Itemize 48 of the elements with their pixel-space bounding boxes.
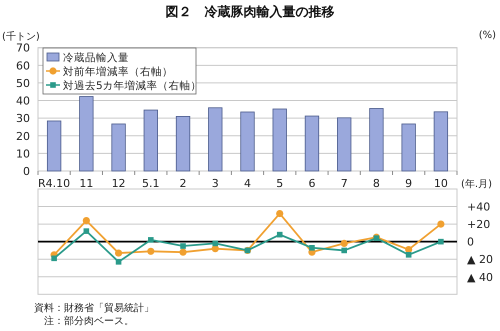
x-tick-label: 3 <box>212 177 219 190</box>
x-tick-label: 5.1 <box>142 177 160 190</box>
bar <box>434 111 448 172</box>
y-tick-label: 0 <box>23 165 30 178</box>
y-tick-label: 10 <box>16 147 30 160</box>
bar <box>304 116 320 172</box>
y-tick-label: 30 <box>16 112 30 126</box>
y-tick-label: 50 <box>16 76 30 90</box>
y-tick-label: 40 <box>16 94 30 108</box>
y-tick-label: 20 <box>16 130 30 143</box>
y-axis-title: (千トン) <box>2 30 40 43</box>
x-tick-label: 2 <box>180 177 187 190</box>
chart-title: 図２ 冷蔵豚肉輸入量の推移 <box>166 4 334 20</box>
y-tick-label: 0 <box>467 236 474 249</box>
bar <box>111 124 126 172</box>
bar <box>272 108 287 172</box>
y-tick-label: 70 <box>16 42 30 55</box>
bar <box>79 96 94 172</box>
bar <box>337 117 352 172</box>
text: 注：部分肉ベース。 <box>44 315 134 327</box>
x-tick-label: 9 <box>405 177 412 190</box>
legend-label: 冷蔵品輸入量 <box>63 51 129 64</box>
x-tick-label: 12 <box>112 177 126 190</box>
bar <box>46 120 62 172</box>
x-tick-label: 6 <box>308 177 316 190</box>
x-tick-label: 5 <box>276 177 284 190</box>
x-tick-label: 7 <box>340 177 348 190</box>
x-tick-label: R4.10 <box>38 177 70 190</box>
x-tick-label: 10 <box>434 177 448 190</box>
y-tick-label: 60 <box>16 59 30 72</box>
text: 資料：財務省「貿易統計」 <box>34 302 154 314</box>
bar <box>208 107 222 172</box>
bar <box>144 110 158 172</box>
text: 対過去5カ年増減率（右軸） <box>63 80 202 92</box>
x-axis-title: (年.月) <box>461 178 492 190</box>
y-tick-label: ▲ 40 <box>467 270 493 284</box>
text: (%) <box>478 30 496 41</box>
bar <box>176 116 190 172</box>
y-tick-label: ▲ 20 <box>467 253 493 266</box>
x-tick-label: 8 <box>372 177 380 190</box>
bar <box>369 108 384 172</box>
y-tick-label: +20 <box>467 218 490 232</box>
x-tick-label: 11 <box>79 177 94 190</box>
bar <box>240 112 255 172</box>
bar <box>401 124 416 172</box>
x-tick-label: 4 <box>244 177 251 190</box>
y-tick-label: +40 <box>467 200 490 214</box>
text: 対前年増減率（右軸） <box>63 66 173 78</box>
